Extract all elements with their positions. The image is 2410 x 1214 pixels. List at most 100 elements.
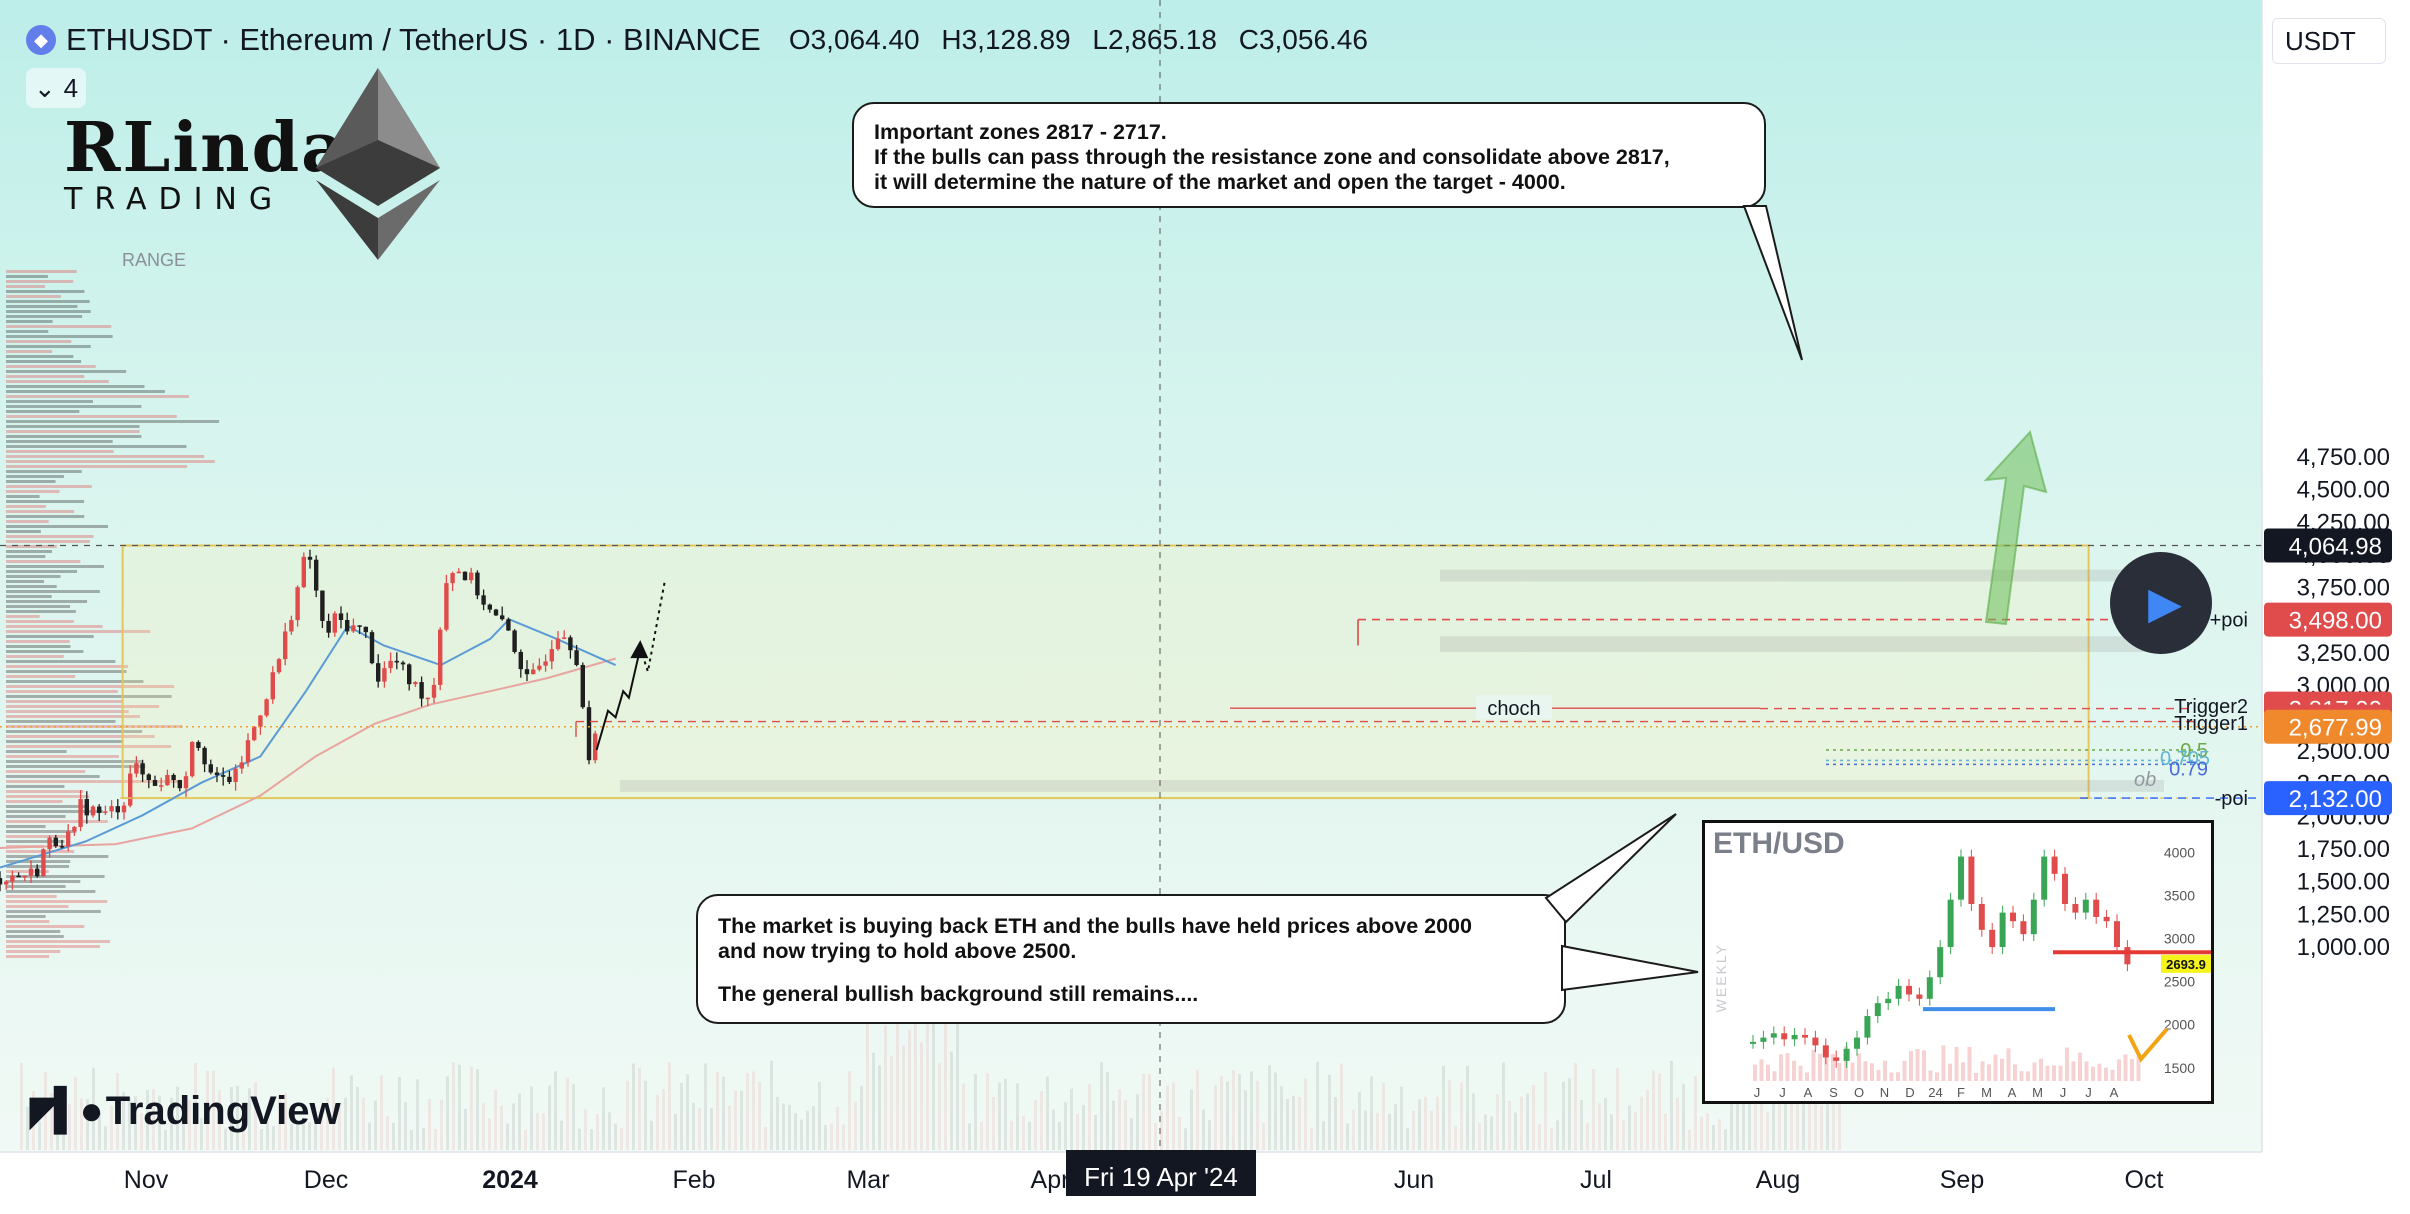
profile-bar [6,725,183,728]
inset-volume-bar [1831,1054,1835,1081]
inset-candle-body [2072,903,2079,913]
candle-body [363,626,368,633]
volume-bar [272,1126,275,1150]
volume-bar [440,1099,443,1150]
inset-time-tick: A [2008,1085,2017,1100]
time-axis[interactable]: Nov Dec 2024 Feb Mar Apr Jun Jul Aug Sep Oct Fri 19… [0,1150,2262,1214]
profile-bar [6,440,113,443]
profile-bar [6,290,85,293]
volume-bar [902,1045,905,1150]
volume-bar [206,1071,209,1150]
volume-bar [980,1121,983,1150]
price-axis[interactable]: 1,000.001,250.001,500.001,750.002,000.00… [2261,0,2410,1214]
inset-candle-body [2093,899,2100,917]
volume-bar [284,1093,287,1150]
candle-body [41,849,46,877]
candle-body [252,726,257,741]
candle-body [314,559,319,591]
volume-bar [1142,1073,1145,1150]
volume-bar [1166,1085,1169,1150]
replay-button[interactable]: ▶ [2110,552,2212,654]
inset-volume-bar [1805,1072,1809,1081]
profile-bar [6,905,69,908]
currency-unit-button[interactable]: USDT [2272,18,2386,64]
candle-body [388,660,393,669]
inset-time-tick: 24 [1928,1085,1942,1100]
inset-time-tick: A [1804,1085,1813,1100]
profile-bar [6,510,75,513]
tradingview-logo-icon: ◤▍● [30,1089,104,1133]
profile-bar [6,325,112,328]
inset-candle-body [1958,856,1964,900]
candle-body [159,785,164,787]
candle-body [239,762,244,769]
volume-bar [1310,1127,1313,1150]
volume-bar [1508,1100,1511,1150]
volume-bar [1616,1068,1619,1150]
profile-bar [6,370,127,373]
volume-bar [1586,1122,1589,1150]
profile-bar [6,295,61,298]
price-tick: 1,500.00 [2297,869,2390,896]
volume-bar [458,1064,461,1150]
volume-bar [614,1123,617,1150]
callout-line: Important zones 2817 - 2717. [874,120,1167,144]
callout-line: The general bullish background still rem… [718,982,1199,1006]
volume-bar [788,1104,791,1150]
volume-bar [1280,1086,1283,1150]
candle-body [10,875,15,882]
volume-bar [1442,1065,1445,1150]
volume-bar [1592,1068,1595,1150]
volume-bar [1016,1083,1019,1150]
volume-bar [578,1128,581,1150]
volume-bar [98,1112,101,1150]
volume-bar [350,1075,353,1150]
volume-bar [1406,1128,1409,1150]
volume-bar [1658,1073,1661,1150]
profile-bar [6,565,104,568]
inset-volume-bar [2045,1065,2050,1081]
volume-bar [1778,1063,1781,1150]
profile-bar [6,550,52,553]
volume-bar [1400,1086,1403,1150]
indicators-toggle[interactable]: ⌄ 4 [26,68,86,108]
price-tag [2264,781,2392,816]
candle-body [568,637,573,651]
volume-bar [638,1068,641,1150]
price-tag-text: 2,677.99 [2289,715,2382,742]
inset-volume-bar [2071,1061,2076,1081]
profile-bar [6,385,145,388]
symbol-title[interactable]: ETHUSDT · Ethereum / TetherUS · 1D · BIN… [66,22,761,57]
ob-zone [620,780,2164,792]
candle-body [4,881,9,885]
inset-volume-bar [1922,1050,1926,1081]
volume-bar [476,1069,479,1150]
inset-volume-bar [1980,1061,1985,1081]
volume-bar [1724,1129,1727,1150]
inset-time-tick: A [2110,1085,2119,1100]
candle-body [276,659,282,673]
volume-bar [470,1066,473,1150]
volume-bar [158,1095,161,1150]
volume-bar [1148,1074,1151,1150]
volume-bar [1544,1071,1547,1150]
volume-bar [344,1097,347,1150]
profile-bar [6,555,46,558]
price-tag-text: 2,132.00 [2289,786,2382,813]
inset-time-tick: O [1854,1085,1864,1100]
profile-bar [6,735,155,738]
profile-bar [6,345,91,348]
candle-body [171,774,176,781]
profile-bar [6,320,53,323]
volume-bar [1214,1085,1217,1150]
inset-candle-body [1822,1045,1829,1058]
candle-body [512,630,517,652]
inset-candle-body [1802,1035,1808,1038]
volume-bar [1184,1128,1187,1150]
volume-bar [1520,1096,1523,1150]
profile-bar [6,275,48,278]
candle-body [394,660,399,663]
candle-body [351,625,356,632]
